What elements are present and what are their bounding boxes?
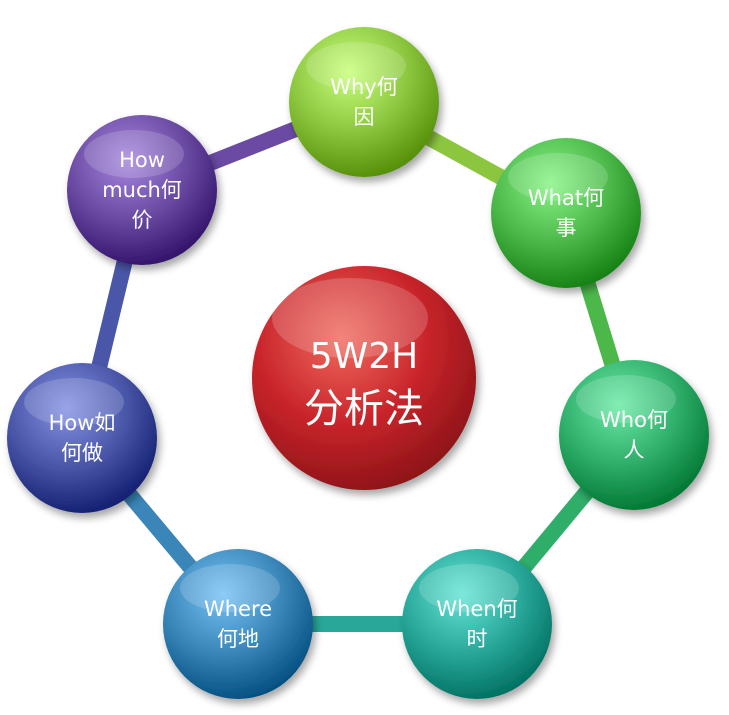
- node-highlight: [576, 375, 676, 423]
- node-label-why: Why何: [330, 75, 398, 99]
- node-highlight: [180, 564, 280, 612]
- node-label-who: Who何: [600, 408, 668, 432]
- node-label-where: 何地: [217, 627, 259, 651]
- node-where: Where 何地: [163, 549, 313, 699]
- node-highlight: [84, 130, 184, 178]
- node-label-how: 何做: [61, 441, 103, 465]
- node-label-when: 时: [467, 627, 488, 651]
- outer-nodes: Why何因What何事Who何人When何时Where何地How如何做Howmu…: [7, 27, 709, 699]
- node-highlight: [419, 564, 519, 612]
- node-highlight: [24, 378, 124, 426]
- node-label-who: 人: [624, 438, 645, 462]
- node-circle-how-much: [67, 115, 217, 265]
- node-label-how-much: 价: [132, 208, 153, 232]
- node-highlight: [306, 42, 406, 90]
- node-label-how-much: much何: [102, 178, 182, 202]
- node-circle-where: [163, 549, 313, 699]
- node-label-when: When何: [436, 597, 517, 621]
- node-circle-how: [7, 363, 157, 513]
- node-circle-why: [289, 27, 439, 177]
- center-title-line2: 分析法: [304, 386, 424, 432]
- center-title-line1: 5W2H: [310, 336, 418, 377]
- node-circle-who: [559, 360, 709, 510]
- node-label-what: 事: [556, 216, 577, 240]
- node-label-how: How如: [49, 411, 116, 435]
- node-label-how-much: How: [119, 148, 165, 172]
- center-highlight: [272, 278, 428, 358]
- node-label-where: Where: [204, 597, 272, 621]
- node-label-what: What何: [528, 186, 604, 210]
- node-highlight: [508, 153, 608, 201]
- center-node: [252, 266, 476, 490]
- node-circle-what: [491, 138, 641, 288]
- node-label-why: 因: [354, 105, 375, 129]
- node-circle-when: [402, 549, 552, 699]
